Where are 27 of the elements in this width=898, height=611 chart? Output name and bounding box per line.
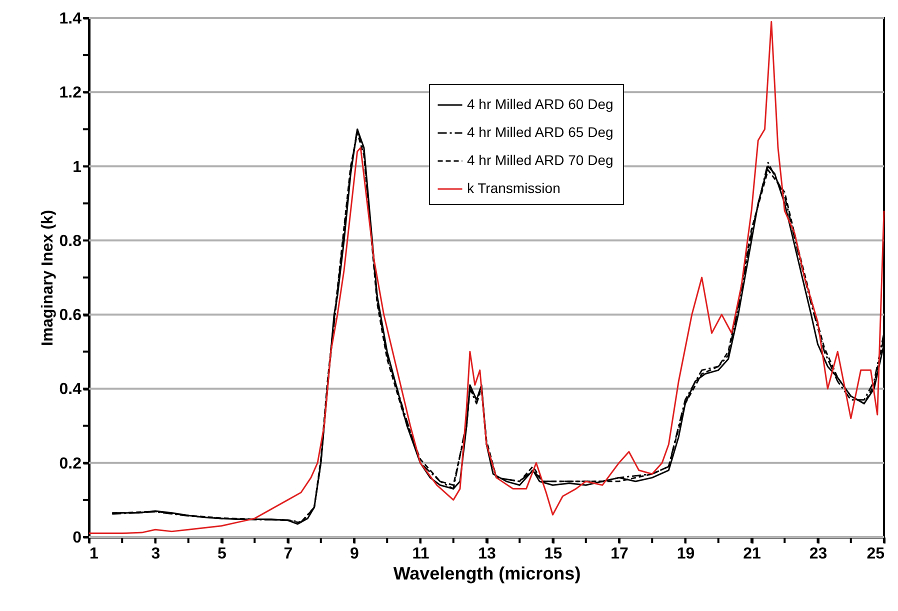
y-tick-label: 1.4 — [59, 10, 82, 28]
y-tick-label: 0.2 — [59, 455, 82, 472]
x-tick-label: 11 — [412, 546, 430, 562]
x-tick-label: 7 — [284, 546, 293, 562]
x-tick-label: 9 — [350, 546, 360, 562]
y-tick-label: 0.8 — [59, 232, 82, 250]
legend-label: 4 hr Milled ARD 65 Deg — [467, 124, 614, 140]
y-tick-label: 0 — [72, 530, 82, 546]
x-tick-label: 23 — [809, 546, 828, 562]
x-tick-label: 15 — [544, 546, 562, 562]
legend-label: 4 hr Milled ARD 60 Deg — [467, 96, 614, 112]
x-tick-label: 13 — [478, 546, 496, 562]
y-tick-label: 1 — [72, 158, 82, 176]
y-tick-label: 1.2 — [59, 84, 82, 102]
x-axis-title: Wavelength (microns) — [393, 564, 581, 584]
x-tick-label: 21 — [743, 546, 761, 562]
x-tick-label: 1 — [90, 546, 98, 562]
y-axis-title: Imaginary Inex (k) — [39, 210, 56, 346]
y-tick-label: 0.6 — [59, 307, 82, 324]
x-tick-label: 17 — [610, 546, 628, 562]
x-tick-label: 5 — [218, 546, 227, 562]
legend-label: k Transmission — [467, 180, 560, 196]
y-tick-label: 0.4 — [59, 381, 82, 398]
x-tick-label: 25 — [866, 546, 885, 562]
legend-label: 4 hr Milled ARD 70 Deg — [467, 152, 614, 168]
x-tick-label: 3 — [151, 546, 160, 562]
x-tick-label: 19 — [676, 546, 695, 562]
